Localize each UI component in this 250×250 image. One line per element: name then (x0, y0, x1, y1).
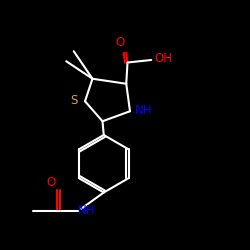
Text: NH: NH (78, 204, 95, 216)
Text: OH: OH (154, 52, 172, 65)
Text: O: O (116, 36, 124, 50)
Text: O: O (46, 176, 56, 189)
Text: S: S (70, 94, 78, 106)
Text: NH: NH (135, 104, 152, 117)
